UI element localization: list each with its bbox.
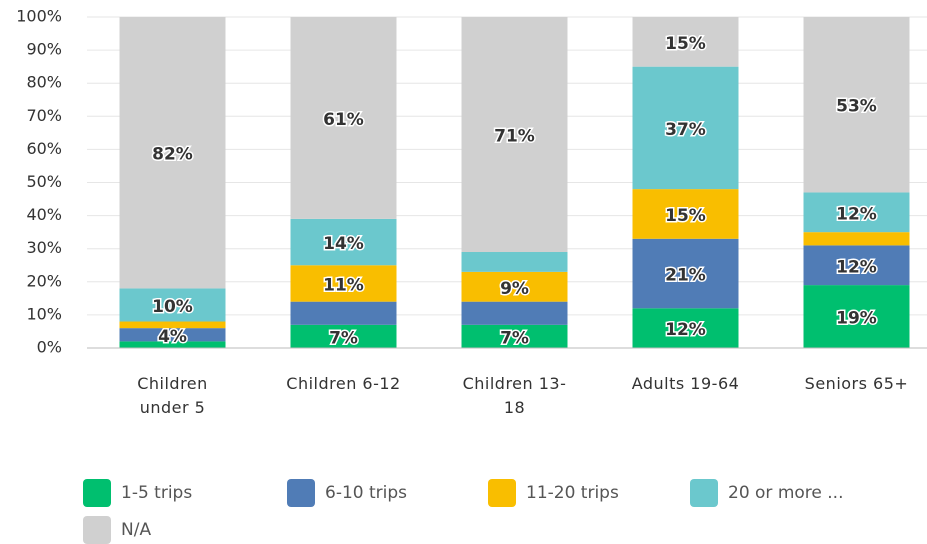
data-label: 15%: [665, 206, 706, 226]
bar-segment: [119, 288, 226, 322]
data-label: 15%: [665, 34, 706, 54]
data-label: 12%: [665, 320, 706, 340]
data-label: 21%: [665, 266, 706, 286]
bar-segment: [803, 17, 910, 193]
bar-segment: [461, 271, 568, 302]
data-label: 7%: [329, 328, 358, 348]
bar-segment: [632, 308, 739, 348]
x-tick-label: Children 13-18: [462, 374, 567, 417]
y-tick-label: 100%: [16, 7, 62, 26]
legend-item: N/A: [83, 516, 151, 544]
data-label: 11%: [323, 275, 364, 295]
bar-segment: [119, 328, 226, 342]
bar-segment: [632, 189, 739, 239]
bar-segment: [803, 232, 910, 246]
data-label: 71%: [494, 127, 535, 147]
bar-segment: [461, 17, 568, 253]
data-label: 12%: [836, 257, 877, 277]
y-tick-label: 90%: [26, 40, 62, 59]
legend-item: 20 or more ...: [690, 479, 843, 507]
bar-segment: [803, 192, 910, 233]
data-label: 7%: [500, 328, 529, 348]
bar-segment: [461, 324, 568, 348]
legend-swatch: [83, 479, 111, 507]
data-label: 61%: [323, 110, 364, 130]
legend-swatch: [287, 479, 315, 507]
legend-label: 1-5 trips: [121, 483, 193, 503]
y-tick-label: 60%: [26, 139, 62, 158]
bar-segment: [632, 17, 739, 67]
y-tick-label: 0%: [37, 338, 62, 357]
y-tick-label: 50%: [26, 172, 62, 191]
y-tick-label: 10%: [26, 304, 62, 323]
bar-segment: [290, 324, 397, 348]
legend-item: 11-20 trips: [488, 479, 619, 507]
y-tick-label: 20%: [26, 271, 62, 290]
bar-segment: [632, 238, 739, 309]
bar-segment: [119, 341, 226, 348]
data-label: 12%: [836, 204, 877, 224]
y-tick-label: 30%: [26, 238, 62, 257]
y-tick-label: 80%: [26, 73, 62, 92]
y-tick-label: 40%: [26, 205, 62, 224]
x-tick-label: Seniors 65+: [804, 374, 909, 393]
data-label: 19%: [836, 309, 877, 329]
y-tick-label: 70%: [26, 106, 62, 125]
legend-label: N/A: [121, 520, 152, 540]
bar-segment: [119, 17, 226, 289]
data-label: 4%: [158, 327, 187, 347]
legend-item: 6-10 trips: [287, 479, 407, 507]
legend-swatch: [83, 516, 111, 544]
legend-label: 11-20 trips: [526, 483, 619, 503]
data-label: 37%: [665, 120, 706, 140]
legend-swatch: [690, 479, 718, 507]
bar-segment: [461, 252, 568, 272]
x-tick-label: Adults 19-64: [631, 374, 740, 393]
data-label: 9%: [500, 279, 529, 299]
data-label: 10%: [152, 297, 193, 317]
x-tick-label: Children under 5: [137, 374, 208, 417]
legend-label: 6-10 trips: [325, 483, 408, 503]
bar-segment: [461, 301, 568, 325]
bar-segment: [803, 245, 910, 286]
legend-label: 20 or more ...: [728, 483, 844, 503]
bar-segment: [290, 17, 397, 219]
data-label: 53%: [836, 97, 877, 117]
bar-segment: [290, 265, 397, 302]
legend-item: 1-5 trips: [83, 479, 192, 507]
bar-segment: [803, 285, 910, 348]
bar-segment: [290, 301, 397, 325]
bar-segment: [119, 321, 226, 329]
x-tick-label: Children 6-12: [286, 374, 401, 393]
data-label: 82%: [152, 145, 193, 165]
legend-swatch: [488, 479, 516, 507]
bar-segment: [290, 218, 397, 266]
data-label: 14%: [323, 234, 364, 254]
bar-segment: [632, 66, 739, 190]
